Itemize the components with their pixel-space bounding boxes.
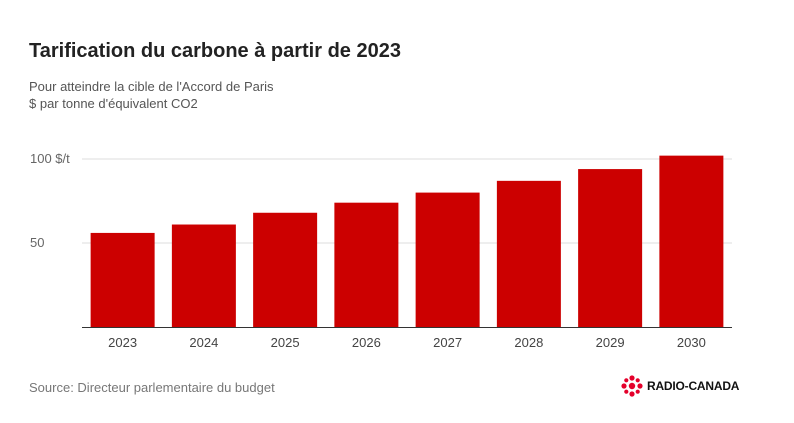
x-tick-label-2025: 2025 xyxy=(271,335,300,350)
chart-subtitle: Pour atteindre la cible de l'Accord de P… xyxy=(29,79,274,94)
x-tick-label-2023: 2023 xyxy=(108,335,137,350)
bar-2025 xyxy=(253,212,318,327)
chart-unit-subtitle: $ par tonne d'équivalent CO2 xyxy=(29,96,198,111)
y-tick-label-100: 100 $/t xyxy=(30,151,70,166)
x-tick-label-2027: 2027 xyxy=(433,335,462,350)
bar-2030 xyxy=(659,155,724,327)
radio-canada-logo: RADIO-CANADA xyxy=(621,375,740,397)
logo-text: RADIO-CANADA xyxy=(647,379,740,393)
bar-2028 xyxy=(496,180,561,327)
bar-2023 xyxy=(90,232,155,327)
x-tick-label-2029: 2029 xyxy=(596,335,625,350)
bar-2024 xyxy=(171,224,236,327)
x-tick-label-2026: 2026 xyxy=(352,335,381,350)
source-note: Source: Directeur parlementaire du budge… xyxy=(29,380,275,395)
x-tick-label-2024: 2024 xyxy=(189,335,218,350)
bar-2027 xyxy=(415,192,480,327)
bar-2026 xyxy=(334,202,399,327)
y-tick-label-50: 50 xyxy=(30,235,44,250)
bar-2029 xyxy=(578,169,643,327)
x-tick-label-2030: 2030 xyxy=(677,335,706,350)
x-tick-label-2028: 2028 xyxy=(514,335,543,350)
radio-canada-gem-icon xyxy=(621,375,643,397)
chart-title: Tarification du carbone à partir de 2023 xyxy=(29,40,401,62)
